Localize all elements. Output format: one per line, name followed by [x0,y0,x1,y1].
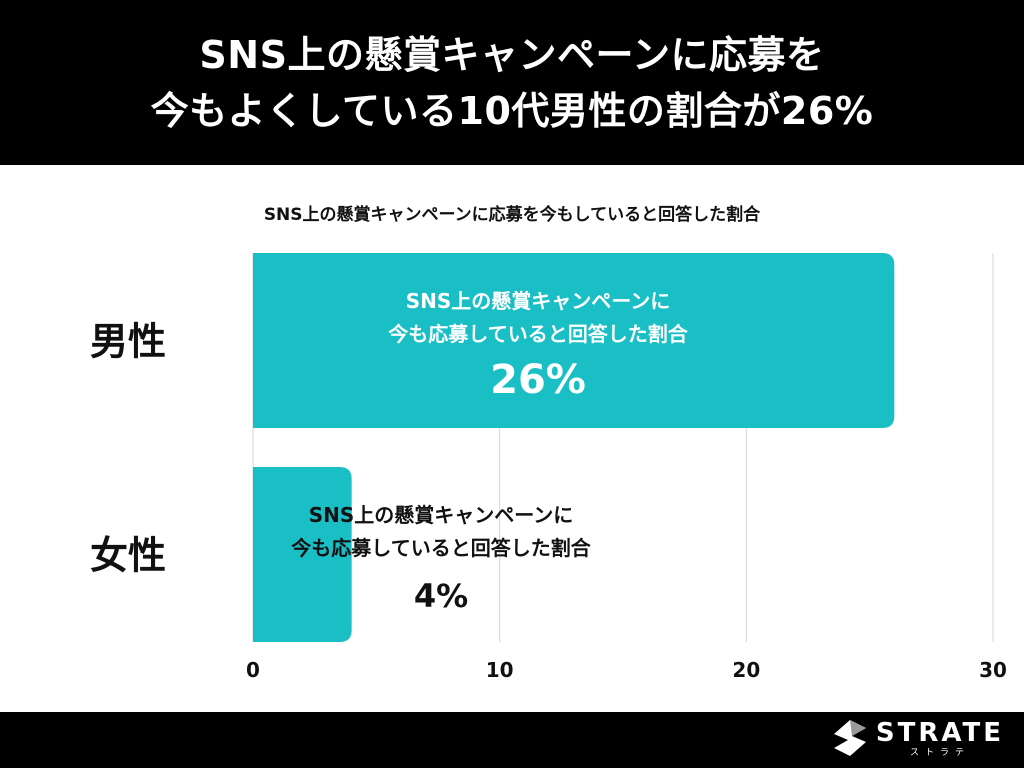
bar-chart: 男性SNS上の懸賞キャンペーンに今も応募していると回答した割合26%女性SNS上… [90,253,1007,682]
bar-label-line: SNS上の懸賞キャンペーンに [406,289,671,313]
bar [253,253,895,428]
logo-subtext: ストラテ [909,748,970,758]
chart-title: SNS上の懸賞キャンペーンに応募を今もしていると回答した割合 [263,205,761,225]
bar-label-line: SNS上の懸賞キャンペーンに [309,503,574,527]
category-label: 男性 [90,320,166,364]
x-tick-label: 30 [979,658,1007,682]
bar [253,467,352,642]
bar-label-line: 今も応募していると回答した割合 [291,536,591,560]
data-label: 4% [414,577,468,615]
strate-logo: STRATE ストラテ [832,718,1004,758]
x-tick-label: 20 [732,658,760,682]
footer-bar: STRATE ストラテ [0,712,1024,768]
page-title-line-2: 今もよくしている10代男性の割合が26% [150,88,874,133]
header-banner: SNS上の懸賞キャンペーンに応募を 今もよくしている10代男性の割合が26% [0,0,1024,165]
x-tick-label: 0 [246,658,260,682]
x-tick-label: 10 [486,658,514,682]
data-label: 26% [490,357,586,403]
strate-logo-icon [833,720,866,756]
category-label: 女性 [90,534,166,578]
page-title-line-1: SNS上の懸賞キャンペーンに応募を [199,32,825,77]
logo-text: STRATE [875,718,1004,748]
bar-label-line: 今も応募していると回答した割合 [388,322,688,346]
